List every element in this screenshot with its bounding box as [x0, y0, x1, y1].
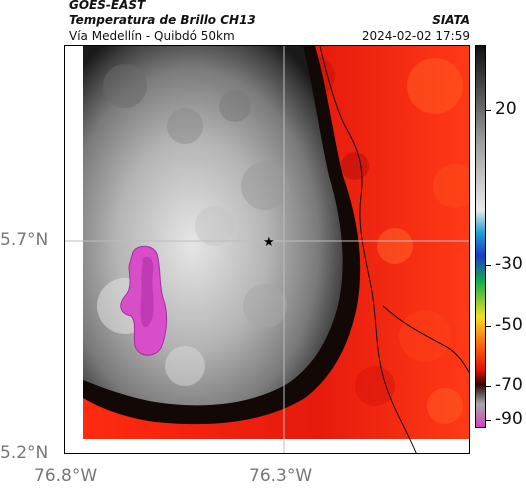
colorbar [475, 45, 486, 428]
map-plot: ★ [65, 46, 469, 453]
border-line [319, 46, 417, 453]
colorbar-tick-4 [486, 420, 491, 421]
colorbar-tick-3 [486, 386, 491, 387]
colorbar-label-4: -90 [495, 409, 523, 429]
region-label: Vía Medellín - Quibdó 50km [69, 29, 235, 43]
colorbar-label-2: -50 [495, 315, 523, 335]
border-line-east [382, 305, 469, 374]
x-tick-label-0: 76.8°W [34, 466, 98, 486]
colorbar-label-3: -70 [495, 375, 523, 395]
colorbar-tick-1 [486, 265, 491, 266]
colorbar-label-0: 20 [495, 99, 517, 119]
satellite-map: ★ [64, 45, 470, 454]
colorbar-tick-0 [486, 110, 491, 111]
cold-core-inner [140, 256, 154, 328]
y-tick-label-1: 5.2°N [0, 443, 49, 463]
product-title: Temperatura de Brillo CH13 [69, 13, 256, 27]
colorbar-label-1: -30 [495, 254, 523, 274]
colorbar-tick-2 [486, 326, 491, 327]
x-tick-label-1: 76.3°W [249, 466, 313, 486]
satellite-label: GOES-EAST [69, 0, 146, 12]
timestamp: 2024-02-02 17:59 [361, 29, 470, 43]
y-tick-label-0: 5.7°N [0, 230, 49, 250]
location-marker-star: ★ [263, 235, 275, 250]
agency-label: SIATA [432, 13, 470, 27]
